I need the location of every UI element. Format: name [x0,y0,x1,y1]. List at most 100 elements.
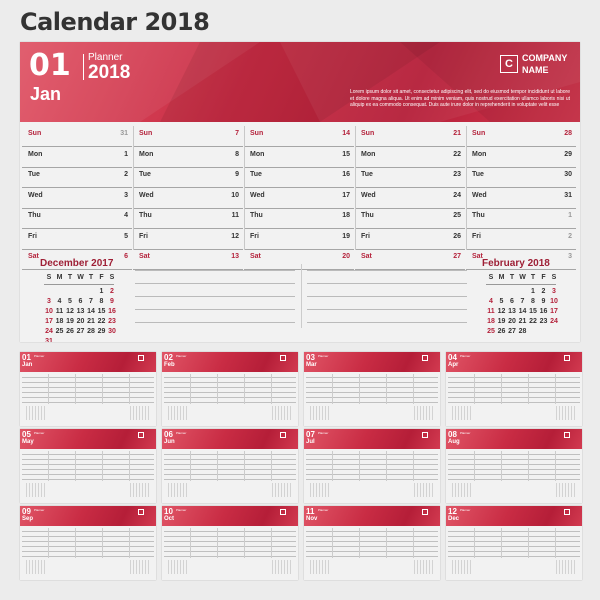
month-thumbnail[interactable]: 03 Planner Mar [304,352,440,426]
month-thumbnail[interactable]: 10 Planner Oct [162,506,298,580]
month-thumbnail[interactable]: 02 Planner Feb [162,352,298,426]
thumbnail-column-divider [528,451,529,481]
day-row[interactable]: Sat 13 [133,249,243,270]
note-line[interactable] [307,283,467,284]
day-row[interactable]: Sun 28 [466,126,576,147]
thumbnail-banner [446,429,582,449]
day-row[interactable]: Sun 21 [355,126,465,147]
day-row[interactable]: Tue 16 [244,167,354,188]
month-thumbnail[interactable]: 08 Planner Aug [446,429,582,503]
note-line[interactable] [135,270,295,271]
day-row[interactable]: Mon 1 [22,147,132,168]
month-thumbnail[interactable]: 11 Planner Nov [304,506,440,580]
thumbnail-planner-label: Planner [460,354,471,358]
note-line[interactable] [307,270,467,271]
thumbnail-mini-calendar [452,406,472,420]
mini-calendar-day: 20 [508,318,516,325]
month-thumbnail[interactable]: 06 Planner Jun [162,429,298,503]
note-line[interactable] [135,283,295,284]
day-row[interactable]: Mon 8 [133,147,243,168]
thumbnail-column-divider [359,451,360,481]
note-line[interactable] [135,296,295,297]
thumbnail-column-divider [190,451,191,481]
day-name: Tue [361,171,373,178]
day-row[interactable]: Tue 30 [466,167,576,188]
thumbnail-column-divider [271,528,272,558]
mini-calendar-day: 2 [541,288,546,295]
month-thumbnail[interactable]: 09 Planner Sep [20,506,156,580]
thumbnail-column-divider [217,528,218,558]
day-row[interactable]: Tue 2 [22,167,132,188]
thumbnail-month-number: 07 [306,430,315,439]
thumbnail-column-divider [555,451,556,481]
mini-calendar-day: 17 [550,308,558,315]
day-row[interactable]: Thu 18 [244,208,354,229]
day-row[interactable]: Wed 3 [22,188,132,209]
mini-calendar-day: 28 [87,328,95,335]
month-thumbnail[interactable]: 04 Planner Apr [446,352,582,426]
thumbnail-mini-calendar [414,483,434,497]
thumbnail-mini-calendar [130,483,150,497]
day-row[interactable]: Wed 10 [133,188,243,209]
mini-calendar-day: 25 [487,328,495,335]
day-row[interactable]: Sun 7 [133,126,243,147]
thumbnail-column-divider [332,451,333,481]
day-row[interactable]: Fri 26 [355,229,465,250]
note-line[interactable] [307,309,467,310]
day-row[interactable]: Thu 4 [22,208,132,229]
thumbnail-column-divider [244,374,245,404]
day-row[interactable]: Thu 1 [466,208,576,229]
day-row[interactable]: Sat 27 [355,249,465,270]
thumbnail-month-number: 06 [164,430,173,439]
day-row[interactable]: Mon 15 [244,147,354,168]
mini-calendar-day: 19 [66,318,74,325]
day-name: Tue [472,171,484,178]
thumbnail-month-number: 05 [22,430,31,439]
day-name: Sat [28,253,39,260]
day-row[interactable]: Wed 31 [466,188,576,209]
note-line[interactable] [135,322,295,323]
day-row[interactable]: Sun 14 [244,126,354,147]
day-row[interactable]: Tue 23 [355,167,465,188]
mini-calendar-day: 1 [99,288,104,295]
month-thumbnail[interactable]: 12 Planner Dec [446,506,582,580]
thumbnail-banner [20,506,156,526]
note-line[interactable] [307,322,467,323]
thumbnail-month-number: 01 [22,353,31,362]
weekday-header: F [541,274,546,281]
thumbnail-month-number: 10 [164,507,173,516]
day-name: Wed [139,191,154,199]
day-number: 9 [235,171,239,178]
mini-calendar-day: 19 [497,318,506,325]
day-row[interactable]: Sat 20 [244,249,354,270]
day-row[interactable]: Fri 12 [133,229,243,250]
day-row[interactable]: Wed 24 [355,188,465,209]
month-thumbnail[interactable]: 05 Planner May [20,429,156,503]
day-row[interactable]: Mon 22 [355,147,465,168]
day-row[interactable]: Sat 3 [466,249,576,270]
thumbnail-day-lines [306,527,438,557]
day-row[interactable]: Tue 9 [133,167,243,188]
day-row[interactable]: Sat 6 [22,249,132,270]
day-name: Wed [250,191,265,199]
mini-calendar-day: 9 [110,298,114,305]
note-line[interactable] [307,296,467,297]
day-row[interactable]: Sun 31 [22,126,132,147]
thumbnail-mini-calendar [556,560,576,574]
note-line[interactable] [135,309,295,310]
month-thumbnail[interactable]: 07 Planner Jul [304,429,440,503]
thumbnail-month-name: Nov [306,516,318,522]
day-number: 17 [342,191,350,199]
day-row[interactable]: Mon 29 [466,147,576,168]
month-thumbnail[interactable]: 01 Planner Jan [20,352,156,426]
thumbnail-column-divider [75,374,76,404]
day-row[interactable]: Fri 2 [466,229,576,250]
day-row[interactable]: Wed 17 [244,188,354,209]
day-row[interactable]: Thu 25 [355,208,465,229]
thumbnail-mini-calendar [452,483,472,497]
day-row[interactable]: Thu 11 [133,208,243,229]
day-row[interactable]: Fri 5 [22,229,132,250]
mini-calendar-day: 10 [550,298,558,305]
day-row[interactable]: Fri 19 [244,229,354,250]
day-number: 28 [564,130,572,137]
